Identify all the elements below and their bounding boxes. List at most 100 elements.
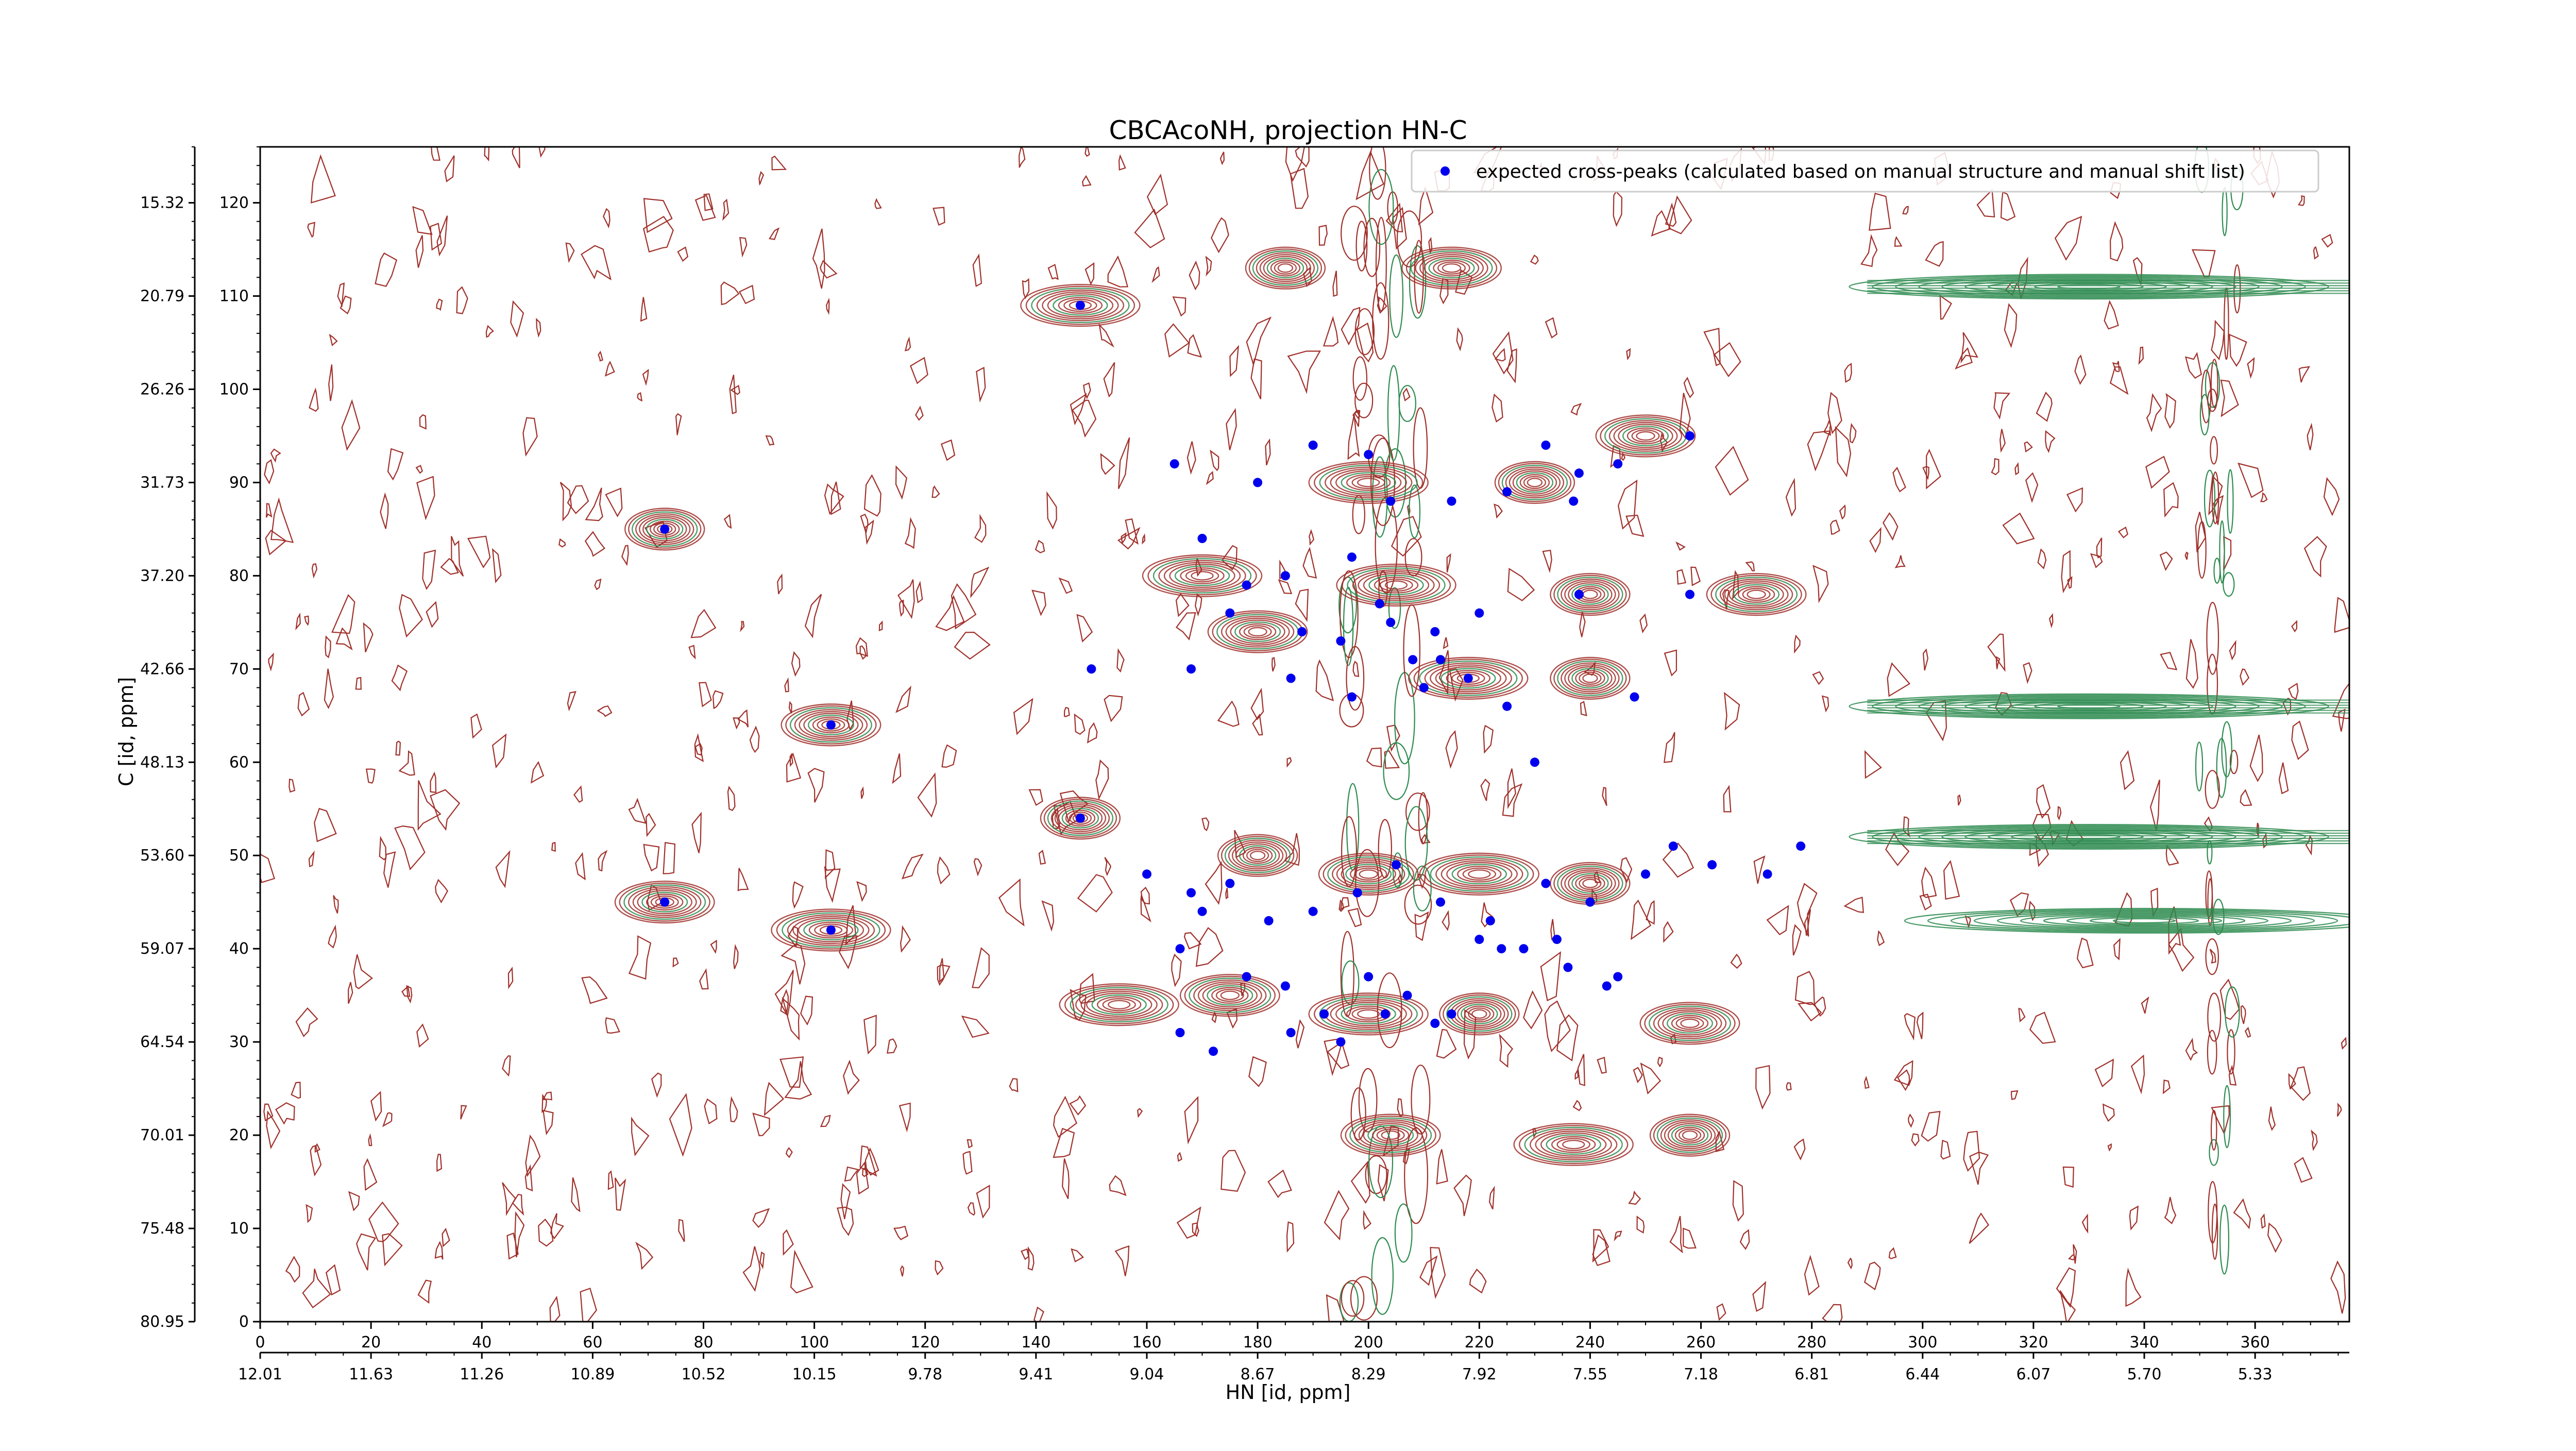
- noise-contour: [1194, 593, 1202, 617]
- noise-contour: [1350, 1160, 1370, 1204]
- streak-contour: [1371, 1237, 1394, 1315]
- noise-contour: [291, 1082, 301, 1099]
- noise-contour: [752, 1112, 770, 1137]
- peak-contour: [1096, 996, 1142, 1014]
- noise-contour: [2112, 361, 2120, 373]
- noise-contour: [1911, 1133, 1920, 1146]
- noise-contour: [737, 868, 749, 891]
- noise-contour: [831, 481, 841, 515]
- peak-marker: [1075, 813, 1085, 823]
- streak-contour: [2216, 738, 2227, 798]
- peak-marker: [1436, 897, 1445, 907]
- peak-contour: [2066, 916, 2223, 926]
- noise-contour: [863, 1015, 877, 1055]
- streak-contour: [1388, 587, 1401, 629]
- noise-contour: [1976, 189, 1995, 218]
- noise-contour: [765, 435, 775, 446]
- peak-marker: [1197, 534, 1207, 543]
- noise-contour: [1804, 1255, 1820, 1296]
- noise-contour: [998, 878, 1025, 926]
- peak-contour: [792, 916, 870, 944]
- peak-contour: [807, 714, 854, 735]
- noise-contour: [1732, 570, 1739, 600]
- noise-contour: [1723, 785, 1732, 813]
- noise-contour: [615, 1177, 626, 1211]
- x-tick-label: 220: [1465, 1334, 1494, 1352]
- noise-contour: [837, 1206, 854, 1236]
- noise-contour: [353, 954, 373, 989]
- peak-contour: [1331, 858, 1405, 890]
- peak-contour: [1462, 867, 1497, 881]
- noise-contour: [1919, 893, 1932, 911]
- peak-contour: [1941, 278, 2236, 295]
- streak-contour: [2207, 878, 2213, 926]
- peak-contour: [803, 919, 859, 940]
- noise-contour: [1077, 874, 1113, 913]
- noise-contour: [375, 252, 398, 287]
- noise-contour: [297, 691, 310, 717]
- streak-contour: [1346, 646, 1365, 711]
- peak-marker: [1280, 571, 1290, 581]
- noise-contour: [1295, 147, 1310, 168]
- peak-contour: [1263, 256, 1308, 280]
- y-ppm-tick-label: 48.13: [140, 753, 184, 771]
- peak-contour: [771, 908, 891, 952]
- x-ppm-tick-label: 9.04: [1130, 1365, 1164, 1383]
- noise-contour: [1869, 527, 1882, 553]
- noise-contour: [1651, 210, 1671, 237]
- noise-contour: [1540, 951, 1562, 1002]
- noise-contour: [824, 483, 844, 515]
- noise-contour: [1625, 514, 1645, 537]
- noise-contour: [541, 1093, 547, 1113]
- peak-contour: [1239, 845, 1277, 866]
- peak-marker: [1485, 916, 1495, 925]
- peak-contour: [1557, 661, 1623, 696]
- noise-contour: [733, 943, 739, 969]
- peak-contour: [1666, 1013, 1713, 1034]
- noise-contour: [550, 1213, 564, 1240]
- noise-contour: [604, 361, 615, 377]
- streak-contour: [1372, 282, 1389, 360]
- peak-contour: [1428, 258, 1475, 279]
- noise-contour: [2240, 1005, 2246, 1024]
- noise-contour: [538, 147, 546, 158]
- peak-contour: [1401, 246, 1502, 290]
- noise-contour: [712, 690, 724, 710]
- noise-contour: [380, 492, 389, 529]
- noise-contour: [1602, 787, 1607, 806]
- noise-contour: [1926, 448, 1941, 490]
- noise-contour: [1662, 842, 1694, 878]
- noise-contour: [1797, 883, 1818, 937]
- x-ppm-tick-label: 9.41: [1019, 1365, 1053, 1383]
- peak-contour: [1231, 841, 1284, 870]
- peak-contour: [1207, 610, 1308, 653]
- peak-contour: [1330, 1000, 1407, 1028]
- peak-marker: [1585, 897, 1595, 907]
- x-tick-label: 340: [2129, 1334, 2159, 1352]
- noise-contour: [699, 968, 709, 990]
- peak-contour: [1440, 860, 1518, 888]
- noise-contour: [1201, 817, 1210, 832]
- y-tick-label: 0: [239, 1313, 249, 1331]
- noise-contour: [771, 155, 787, 171]
- noise-contour: [740, 621, 745, 632]
- peak-contour: [1058, 297, 1103, 314]
- noise-contour: [2260, 492, 2268, 502]
- noise-contour: [1095, 759, 1109, 800]
- noise-contour: [1860, 234, 1878, 267]
- peak-marker: [1209, 1047, 1218, 1056]
- y-tick-label: 100: [219, 380, 249, 398]
- peak-contour: [1849, 823, 2329, 850]
- noise-contour: [530, 761, 545, 784]
- noise-contour: [306, 1204, 313, 1223]
- noise-contour: [2066, 487, 2083, 513]
- noise-contour: [382, 1233, 403, 1267]
- noise-contour: [1863, 1075, 1870, 1089]
- noise-contour: [893, 1225, 909, 1241]
- noise-contour: [341, 399, 361, 451]
- noise-contour: [1620, 857, 1633, 883]
- noise-contour: [637, 392, 643, 402]
- noise-contour: [640, 297, 648, 322]
- noise-contour: [560, 482, 572, 521]
- peak-contour: [1918, 827, 2260, 847]
